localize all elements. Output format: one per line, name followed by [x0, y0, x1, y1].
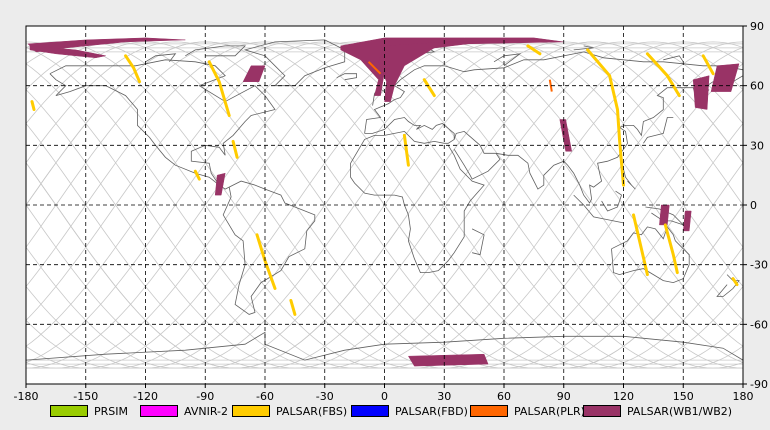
- wb-europe-arm: [378, 41, 485, 102]
- wb-siberia-east: [692, 75, 710, 110]
- legend-item: PRSIM: [50, 402, 128, 420]
- x-tick-label: -30: [316, 390, 334, 403]
- coverage-swaths: [27, 37, 740, 367]
- x-tick-label: 60: [497, 390, 511, 403]
- fbs-north-sea: [422, 78, 436, 98]
- x-tick-label: -60: [256, 390, 274, 403]
- fbs-us: [231, 139, 239, 159]
- coastline: [49, 73, 220, 186]
- fbs-africa: [402, 133, 410, 167]
- plr-asia: [548, 79, 553, 92]
- y-tick-label: 90: [750, 20, 764, 33]
- coastline: [25, 331, 744, 361]
- x-tick-label: -180: [14, 390, 39, 403]
- coastline: [663, 55, 684, 63]
- coastline: [601, 190, 622, 212]
- coastline: [573, 194, 624, 224]
- legend-item: PALSAR(PLR): [470, 402, 585, 420]
- fbs-new-guinea: [663, 223, 679, 275]
- coastline: [185, 45, 247, 57]
- axis-ticks: -180 -150 -120 -90 -60 -30 0 30 60 90 120 150 180 90 6…: [14, 20, 768, 403]
- y-tick-label: 30: [750, 139, 764, 152]
- y-tick-label: -90: [750, 378, 768, 391]
- coastline: [573, 45, 594, 51]
- y-tick-label: 0: [750, 199, 757, 212]
- coastline: [611, 226, 690, 284]
- fbs-nz: [731, 277, 739, 287]
- y-tick-label: 60: [750, 80, 764, 93]
- fbs-australia: [632, 213, 649, 277]
- coastline: [364, 51, 744, 134]
- wb-central-america: [214, 172, 226, 196]
- y-tick-label: -30: [750, 259, 768, 272]
- coastline: [350, 117, 485, 274]
- coastline: [336, 73, 358, 81]
- coastline: [643, 117, 674, 144]
- fbs-patagonia: [289, 299, 297, 316]
- wb-antarctica: [407, 353, 489, 367]
- wb-indonesia-1: [659, 204, 670, 226]
- legend-swatch: [351, 405, 389, 417]
- coastline: [145, 53, 177, 63]
- legend-swatch: [470, 405, 508, 417]
- legend-item: PALSAR(WB1/WB2): [583, 402, 732, 420]
- coastline: [243, 39, 346, 87]
- coastline: [49, 59, 316, 315]
- legend-label: PALSAR(FBS): [276, 404, 348, 418]
- legend-label: PALSAR(FBD): [395, 404, 468, 418]
- fbs-east-siberia: [645, 52, 681, 98]
- fbs-siberia: [586, 48, 625, 187]
- coastline: [453, 130, 501, 180]
- legend-item: PALSAR(FBD): [351, 402, 468, 420]
- x-tick-label: -150: [73, 390, 98, 403]
- legend-swatch: [140, 405, 178, 417]
- wb-hudson: [242, 65, 266, 82]
- x-tick-label: 150: [673, 390, 694, 403]
- wb-indonesia-2: [683, 210, 692, 232]
- legend-label: AVNIR-2: [184, 404, 228, 418]
- legend: PRSIM AVNIR-2 PALSAR(FBS) PALSAR(FBD) PALSAR…: [0, 402, 770, 420]
- fbs-north-atlantic: [526, 44, 542, 56]
- grid-lines: [26, 26, 743, 384]
- fbs-alaska: [124, 54, 141, 84]
- plr-greenland: [367, 61, 382, 75]
- coastline: [495, 75, 744, 204]
- x-tick-label: -120: [133, 390, 158, 403]
- x-tick-label: 120: [613, 390, 634, 403]
- wb-kamchatka: [710, 63, 740, 92]
- legend-label: PRSIM: [94, 404, 128, 418]
- legend-label: PALSAR(PLR): [514, 404, 585, 418]
- coastline: [493, 53, 522, 67]
- fbs-canada: [207, 60, 231, 117]
- legend-label: PALSAR(WB1/WB2): [627, 404, 733, 418]
- legend-item: AVNIR-2: [140, 402, 228, 420]
- fbs-caribbean: [193, 169, 201, 181]
- fbs-pacific-w: [30, 100, 36, 111]
- legend-swatch: [583, 405, 621, 417]
- x-tick-label: 90: [557, 390, 571, 403]
- y-tick-label: -60: [750, 318, 768, 331]
- x-tick-label: -90: [196, 390, 214, 403]
- legend-swatch: [50, 405, 88, 417]
- legend-item: PALSAR(FBS): [232, 402, 347, 420]
- coastline: [471, 228, 485, 256]
- coastline: [623, 169, 636, 190]
- wb-alaska-strip: [29, 45, 106, 59]
- x-tick-label: 30: [437, 390, 451, 403]
- x-tick-label: 0: [381, 390, 388, 403]
- x-tick-label: 180: [733, 390, 754, 403]
- fbs-far-east: [701, 54, 715, 76]
- legend-swatch: [232, 405, 270, 417]
